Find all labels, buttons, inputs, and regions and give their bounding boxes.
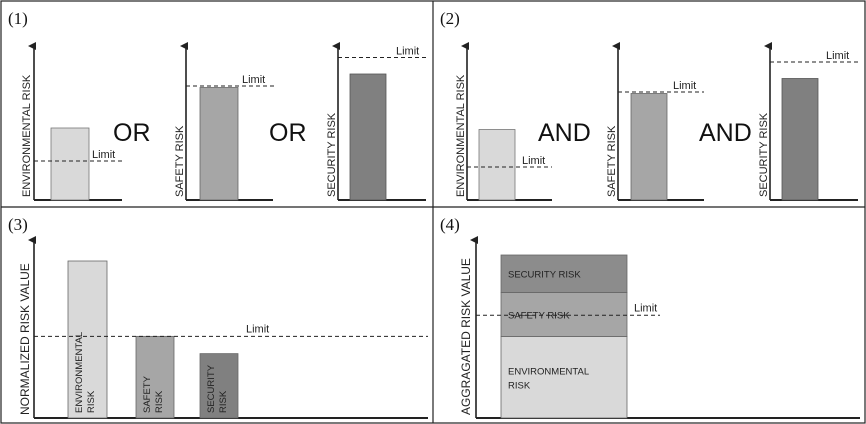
panel-3-bar-label-security: RISK: [218, 390, 229, 413]
panel-1-env-axis-label: ENVIRONMENTAL RISK: [21, 74, 33, 197]
panel-2-env-axis-label: ENVIRONMENTAL RISK: [455, 74, 467, 197]
panel-4-segment-environmental: [500, 336, 628, 419]
panel-2-security-axis-label: SECURITY RISK: [758, 112, 770, 197]
panel-4-y-label: AGGRAGATED RISK VALUE: [459, 258, 473, 415]
panel-1-operator-or-1: OR: [113, 119, 151, 147]
panel-4-limit-label: Limit: [634, 302, 657, 314]
panel-3-bar-label-environmental: RISK: [86, 390, 97, 413]
panel-2-safety-axis-label: SAFETY RISK: [606, 125, 618, 197]
panel-1-number: (1): [8, 9, 28, 28]
panel-2-chart-security: Limit SECURITY RISK: [758, 42, 858, 201]
panel-2-operator-and-1: AND: [538, 119, 591, 147]
panel-1: (1) Limit ENVIRONMENTAL RISK OR Limit SA…: [8, 9, 426, 201]
panel-1-security-bar: [349, 73, 387, 201]
panel-2-number: (2): [440, 9, 460, 28]
panel-3-bar-label-environmental: ENVIRONMENTAL: [74, 332, 85, 413]
panel-2-security-bar: [781, 78, 819, 201]
panel-1-env-limit-label: Limit: [92, 149, 115, 161]
panel-2-security-limit-label: Limit: [826, 50, 849, 62]
panel-3-bar-security: [199, 353, 239, 419]
panel-4-segment-security: [500, 254, 628, 293]
panel-2-chart-environmental: Limit ENVIRONMENTAL RISK: [455, 42, 552, 201]
panel-2-env-limit-label: Limit: [522, 155, 545, 167]
panel-4-number: (4): [440, 215, 460, 234]
panel-2-safety-bar: [630, 93, 668, 201]
panel-1-security-limit-label: Limit: [396, 46, 419, 58]
panel-4-segment-label-environmental: RISK: [508, 380, 531, 391]
panel-2-chart-safety: Limit SAFETY RISK: [606, 42, 704, 201]
panel-4-segment-label-safety: SAFETY RISK: [508, 310, 570, 321]
panel-1-safety-bar: [199, 87, 239, 201]
panel-3-bar-label-safety: RISK: [154, 390, 165, 413]
panel-4-segment-label-environmental: ENVIRONMENTAL: [508, 366, 589, 377]
panel-3-number: (3): [8, 215, 28, 234]
panel-3-bar-label-security: SECURITY: [206, 364, 217, 413]
panel-1-operator-or-2: OR: [269, 119, 307, 147]
panel-3-limit-label: Limit: [246, 323, 269, 335]
panel-2-safety-limit-label: Limit: [673, 80, 696, 92]
panel-1-chart-environmental: Limit ENVIRONMENTAL RISK: [21, 42, 122, 201]
panel-2-operator-and-2: AND: [699, 119, 752, 147]
panel-1-env-bar: [50, 127, 90, 201]
panel-3-y-label: NORMALIZED RISK VALUE: [18, 263, 32, 415]
panel-3-bar-label-safety: SAFETY: [142, 375, 153, 413]
panel-3-bars: ENVIRONMENTAL RISK SAFETY RISK SECURITY RISK: [67, 260, 239, 419]
panel-4-stacked-bar: ENVIRONMENTAL RISK SAFETY RISK SECURITY RIS…: [500, 254, 628, 419]
panel-1-safety-axis-label: SAFETY RISK: [174, 125, 186, 197]
panel-4-segment-label-security: SECURITY RISK: [508, 270, 581, 281]
panel-3-bar-safety: [135, 335, 175, 419]
panel-2: (2) Limit ENVIRONMENTAL RISK AND Limit S…: [440, 9, 858, 201]
panel-1-chart-safety: Limit SAFETY RISK: [174, 42, 274, 201]
panel-4: (4) AGGRAGATED RISK VALUE ENVIRONMENTAL R…: [440, 215, 860, 419]
panel-3-bar-environmental: [67, 260, 108, 419]
panel-1-safety-limit-label: Limit: [242, 74, 265, 86]
panel-3: (3) NORMALIZED RISK VALUE ENVIRONMENTAL R…: [8, 215, 428, 419]
panel-1-chart-security: Limit SECURITY RISK: [326, 42, 426, 201]
panel-2-env-bar: [478, 129, 516, 201]
panel-1-security-axis-label: SECURITY RISK: [326, 112, 338, 197]
